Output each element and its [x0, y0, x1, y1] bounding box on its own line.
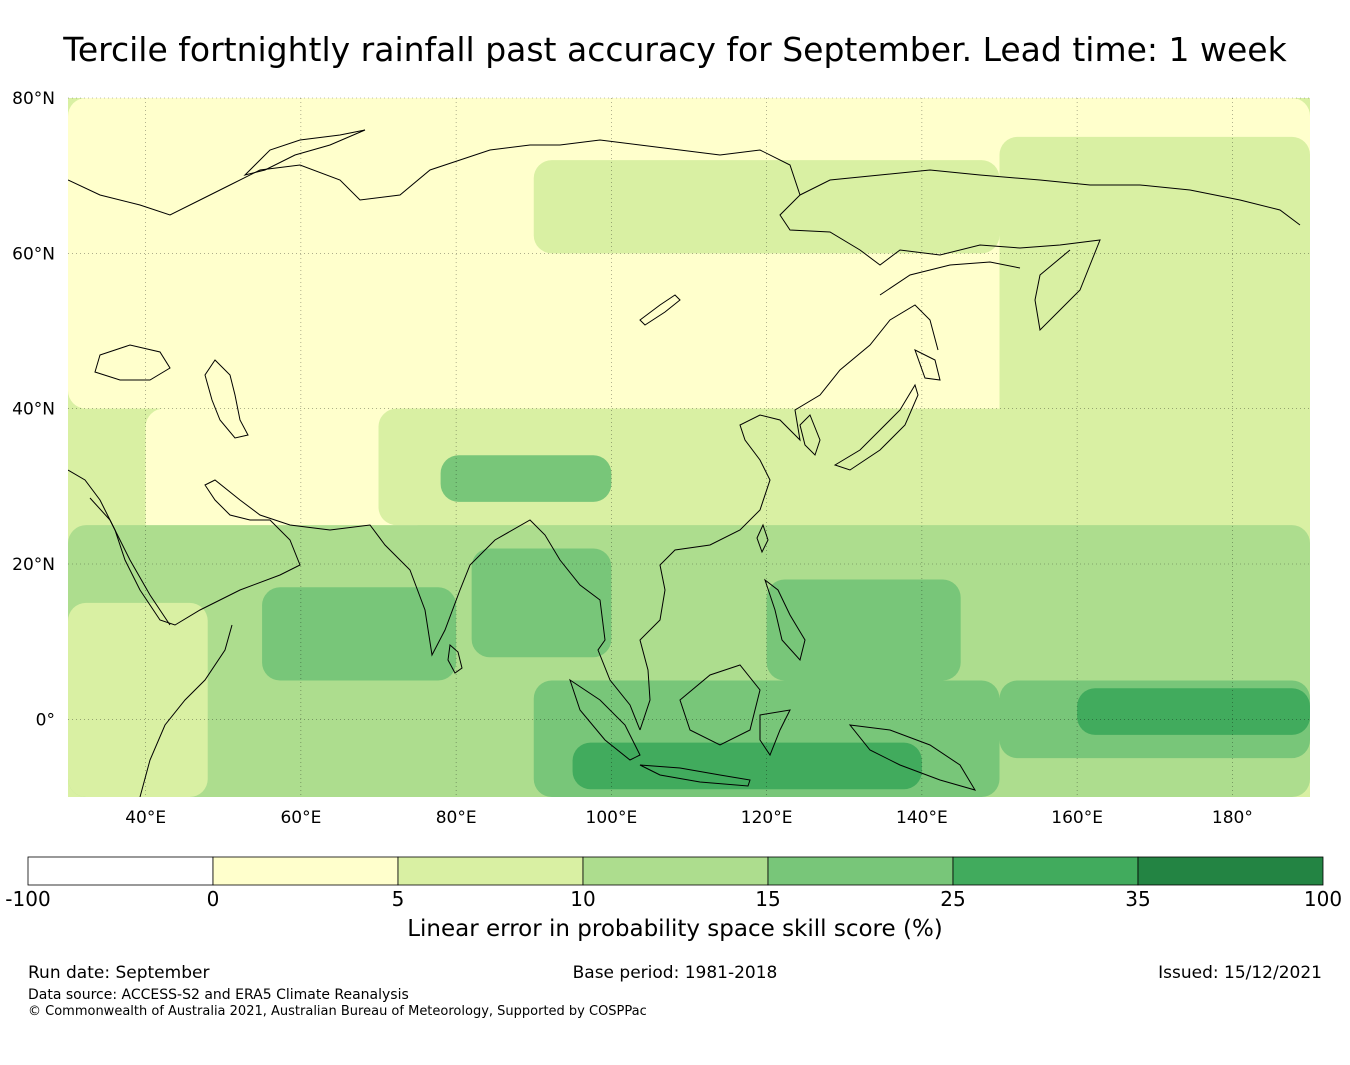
- colorbar-label: Linear error in probability space skill …: [407, 916, 943, 942]
- colorbar-segment: [767, 856, 954, 886]
- korea: [799, 414, 821, 456]
- colorbar-tick-label: 10: [570, 887, 595, 911]
- lake-baikal: [639, 294, 681, 326]
- colorbar-segment: [212, 856, 399, 886]
- novaya-zemlya: [243, 129, 366, 176]
- coastlines: [68, 129, 1301, 797]
- black-sea: [94, 344, 171, 381]
- skill-region-bay-of-bengal-high: [471, 548, 612, 658]
- longitude-label: 40°E: [125, 808, 166, 828]
- coastline-arctic: [68, 139, 1101, 332]
- longitude-label: 160°E: [1051, 808, 1103, 828]
- longitude-labels: 40°E 60°E 80°E 100°E 120°E 140°E 160°E 180°: [125, 808, 1253, 828]
- skill-region-equatorial-pacific-very-high: [1077, 688, 1310, 735]
- coastline-east-africa: [139, 624, 233, 797]
- sumatra: [569, 678, 641, 761]
- map-panel: [68, 98, 1310, 797]
- coastline-east-asia: [639, 304, 939, 731]
- caspian-sea: [204, 359, 249, 439]
- run-date: Run date: September: [28, 963, 210, 983]
- coastline-siberia-north: [799, 169, 1301, 226]
- colorbar-tick-label: 15: [755, 887, 780, 911]
- new-guinea: [848, 724, 977, 791]
- colorbar-segment: [397, 856, 584, 886]
- latitude-label: 80°N: [12, 89, 55, 109]
- latitude-labels: 80°N 60°N 40°N 20°N 0°: [12, 89, 55, 730]
- colorbar-tick-label: 25: [940, 887, 965, 911]
- longitude-label: 80°E: [436, 808, 477, 828]
- skill-region-java-sea-very-high: [572, 742, 922, 790]
- colorbar-tick-label: 35: [1125, 887, 1150, 911]
- colorbar-segment: [27, 856, 214, 886]
- skill-region-pacific-northeast-moderate: [999, 136, 1310, 448]
- sri-lanka: [447, 644, 463, 674]
- java: [639, 764, 751, 787]
- colorbar-segment: [1137, 856, 1324, 886]
- skill-region-arabian-sea-high: [262, 587, 457, 681]
- japan: [833, 383, 919, 471]
- colorbar-tick-label: 0: [207, 887, 220, 911]
- hokkaido: [914, 348, 941, 381]
- colorbar: [27, 856, 1324, 886]
- colorbar-tick-labels: -100 0 5 10 15 25 35 100: [5, 887, 1342, 911]
- data-source: Data source: ACCESS-S2 and ERA5 Climate …: [28, 987, 409, 1003]
- skill-region-middle-east-low-skill: [145, 408, 418, 549]
- graticule: [68, 97, 1310, 797]
- map-title: Tercile fortnightly rainfall past accura…: [63, 30, 1287, 69]
- latitude-label: 40°N: [12, 400, 55, 420]
- longitude-label: 180°: [1212, 808, 1253, 828]
- latitude-label: 60°N: [12, 244, 55, 264]
- issued-date: Issued: 15/12/2021: [1158, 963, 1322, 983]
- longitude-label: 100°E: [586, 808, 638, 828]
- longitude-label: 120°E: [741, 808, 793, 828]
- base-period: Base period: 1981-2018: [572, 963, 778, 983]
- skill-region-himalaya-high-skill: [440, 455, 612, 502]
- skill-region-west-pacific-high: [766, 579, 961, 681]
- borneo: [679, 664, 761, 746]
- sulawesi: [759, 709, 791, 757]
- philippines: [764, 578, 806, 662]
- colorbar-segment: [952, 856, 1139, 886]
- colorbar-tick-label: 5: [392, 887, 405, 911]
- coastline-red-sea: [89, 497, 171, 626]
- colorbar-tick-label: 100: [1304, 887, 1342, 911]
- longitude-label: 60°E: [280, 808, 321, 828]
- sea-of-okhotsk-coast: [879, 261, 1021, 296]
- skill-region-east-africa-moderate: [68, 602, 208, 797]
- longitude-label: 140°E: [896, 808, 948, 828]
- copyright: © Commonwealth of Australia 2021, Austra…: [28, 1004, 647, 1019]
- colorbar-segment: [582, 856, 769, 886]
- latitude-label: 20°N: [12, 555, 55, 575]
- coastline-africa-arabia-india: [68, 469, 641, 731]
- colorbar-tick-label: -100: [5, 887, 50, 911]
- latitude-label: 0°: [36, 710, 55, 730]
